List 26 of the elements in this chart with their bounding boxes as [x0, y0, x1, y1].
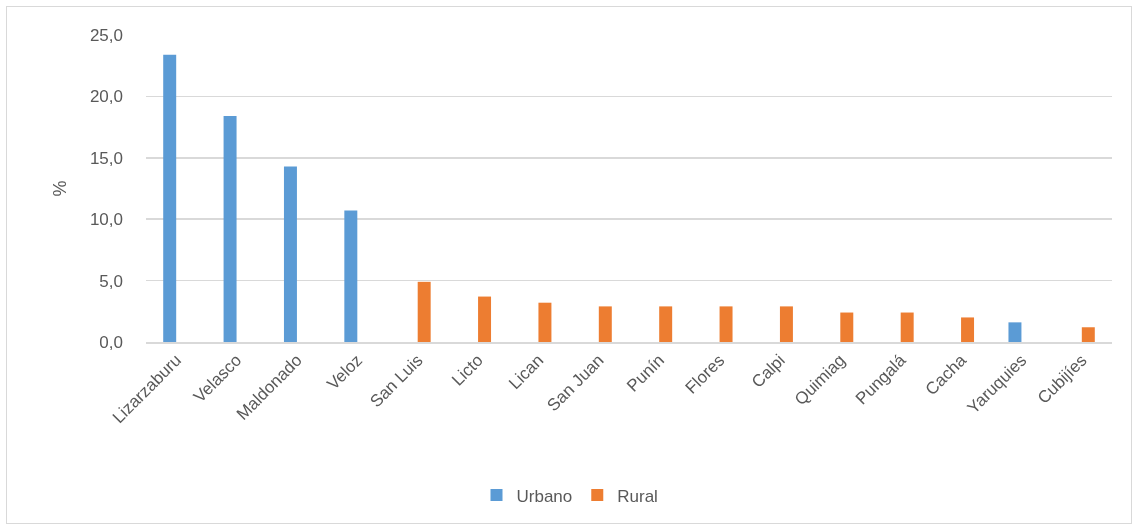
y-tick-label: 25,0 — [89, 25, 123, 45]
bar — [478, 296, 492, 342]
x-tick-label: San Luis — [366, 350, 427, 412]
y-tick-label: 20,0 — [89, 87, 123, 107]
legend-label: Rural — [617, 486, 658, 506]
bar — [598, 306, 612, 342]
bar — [223, 116, 237, 342]
y-tick-label: 0,0 — [99, 332, 123, 352]
bar — [779, 306, 793, 342]
bar — [840, 312, 854, 342]
bar — [961, 317, 975, 342]
y-tick-label: 15,0 — [89, 148, 123, 168]
y-axis-title: % — [50, 180, 71, 197]
bar — [538, 302, 552, 342]
bar — [417, 281, 431, 342]
bar — [719, 306, 733, 342]
y-tick-label: 10,0 — [89, 210, 123, 230]
bar — [659, 306, 673, 342]
bar — [283, 166, 297, 342]
bar — [163, 54, 177, 342]
bar — [900, 312, 914, 342]
legend-label: Urbano — [516, 486, 573, 506]
y-tick-label: 5,0 — [99, 271, 123, 291]
bar — [1008, 322, 1022, 342]
bar — [344, 210, 358, 342]
bar — [1081, 327, 1095, 342]
